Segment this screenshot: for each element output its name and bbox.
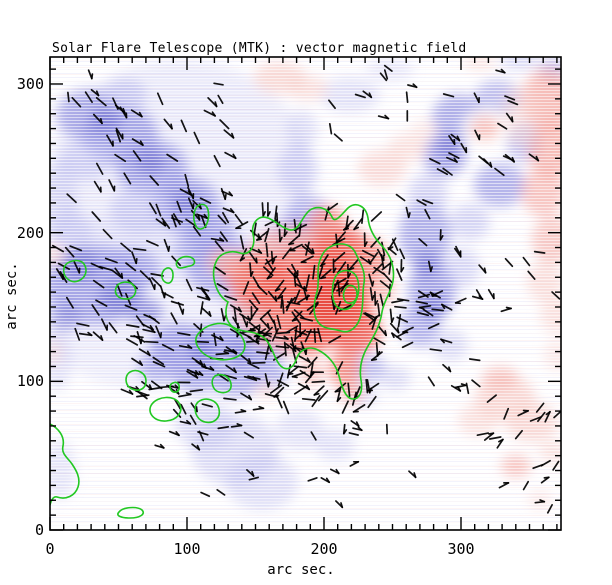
x-tick-label: 100 [173, 540, 201, 558]
x-tick-label: 0 [45, 540, 55, 558]
x-tick-label: 300 [447, 540, 475, 558]
plot-border [49, 56, 562, 531]
x-axis-label: arc sec. [267, 562, 335, 578]
y-axis-label: arc sec. [4, 262, 20, 330]
x-tick-label: 200 [310, 540, 338, 558]
field-contours-layer [50, 203, 395, 519]
y-tick-label: 200 [16, 223, 44, 242]
figure-title: Solar Flare Telescope (MTK) : vector mag… [52, 41, 467, 56]
y-tick-label: 0 [34, 521, 44, 539]
vector-field-layer [51, 64, 561, 514]
y-tick-label: 100 [16, 372, 44, 391]
y-tick-label: 300 [16, 74, 44, 93]
axis-ticks [49, 57, 561, 531]
